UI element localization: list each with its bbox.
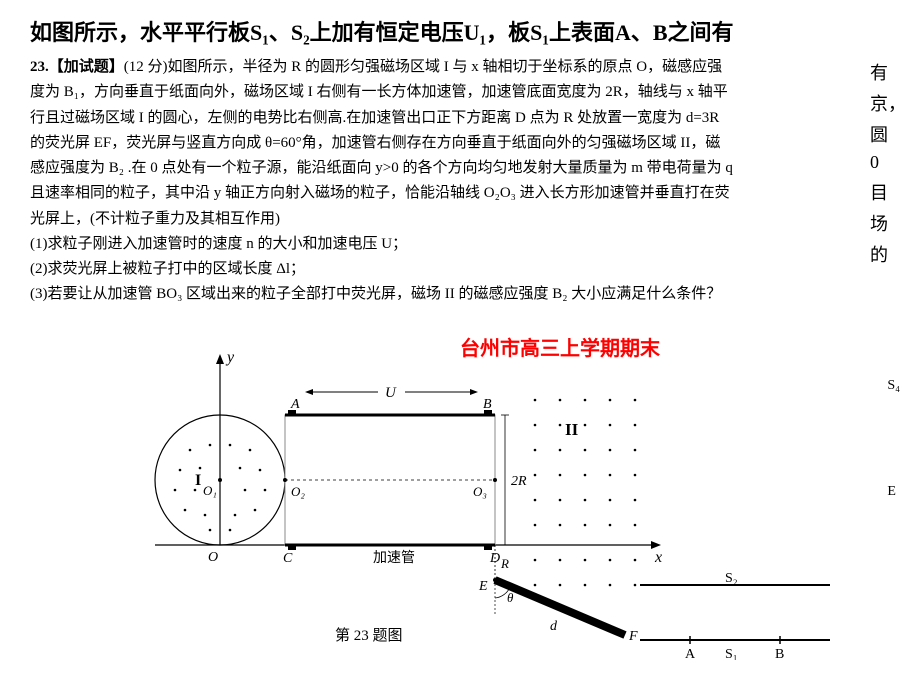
label-d-point: D	[489, 551, 500, 566]
problem-line: 的荧光屏 EF，荧光屏与竖直方向成 θ=60°角，加速管右侧存在方向垂直于纸面向…	[30, 132, 850, 155]
o2-label: O₂	[291, 484, 305, 499]
tube-label: 加速管	[373, 550, 415, 566]
frag: 场	[870, 211, 894, 238]
frag: 目	[870, 180, 894, 207]
x-axis-label: x	[654, 549, 662, 566]
label-c: C	[283, 551, 293, 566]
label-u: U	[385, 385, 397, 401]
label-d-dist: d	[550, 619, 558, 634]
label-2r: 2R	[511, 474, 527, 489]
question-1: (1)求粒子刚进入加速管时的速度 n 的大小和加速电压 U；	[30, 233, 850, 256]
frag: 圆0	[870, 122, 894, 176]
plates-diagram: S₂ A S₁ B	[610, 570, 850, 660]
plate-label-s1: S₁	[725, 647, 738, 660]
origin-label: O	[208, 550, 218, 565]
region-2-label: II	[565, 420, 579, 439]
problem-line: 感应强度为 B₂ .在 0 点处有一个粒子源，能沿纸面向 y>0 的各个方向均匀…	[30, 157, 850, 180]
page-header: 如图所示，水平平行板S₁、S₂上加有恒定电压U₁，板S₁上表面A、B之间有	[30, 18, 890, 49]
problem-line: 行且过磁场区域 I 的圆心，左侧的电势比右侧高.在加速管出口正下方距离 D 点为…	[30, 107, 850, 130]
region-1-label: I	[195, 472, 201, 489]
o3-label: O₃	[473, 484, 487, 499]
label-e: E	[478, 579, 488, 594]
frag: 有	[870, 60, 894, 87]
problem-number: 23.【加试题】	[30, 59, 124, 75]
problem-line: 度为 B₁，方向垂直于纸面向外，磁场区域 I 右侧有一长方体加速管，加速管底面宽…	[30, 81, 850, 104]
question-2: (2)求荧光屏上被粒子打中的区域长度 Δl；	[30, 258, 850, 281]
diagram-caption: 第 23 题图	[335, 626, 403, 644]
question-3: (3)若要让从加速管 BO₃ 区域出来的粒子全部打中荧光屏，磁场 II 的磁感应…	[30, 283, 850, 306]
frag: 京，	[870, 91, 894, 118]
y-axis-label: y	[225, 349, 235, 366]
label-s2: S₂	[725, 571, 738, 586]
plate-label-b: B	[775, 647, 784, 660]
problem-line: 光屏上，(不计粒子重力及其相互作用)	[30, 208, 850, 231]
label-b: B	[483, 397, 492, 412]
problem-line: 且速率相同的粒子，其中沿 y 轴正方向射入磁场的粒子，恰能沿轴线 O₂O₃ 进入…	[30, 182, 850, 205]
physics-diagram: y x I O₁ O A B U O₂ O₃ 2R C D 加速	[95, 340, 685, 650]
label-theta: θ	[507, 590, 514, 605]
frag: 的	[870, 242, 894, 269]
plate-label-a: A	[685, 647, 696, 660]
problem-block: 23.【加试题】(12 分)如图所示，半径为 R 的圆形匀强磁场区域 I 与 x…	[30, 56, 850, 309]
problem-intro: (12 分)如图所示，半径为 R 的圆形匀强磁场区域 I 与 x 轴相切于坐标系…	[124, 59, 722, 75]
label-s4: S₄	[887, 378, 900, 394]
o1-label: O₁	[203, 483, 217, 498]
label-e-right: E	[887, 484, 900, 500]
right-edge-fragments: 有 京， 圆0 目 场 的	[870, 60, 894, 273]
label-a: A	[290, 397, 300, 412]
label-r: R	[500, 556, 509, 571]
right-side-labels: S₄ E	[887, 378, 900, 590]
